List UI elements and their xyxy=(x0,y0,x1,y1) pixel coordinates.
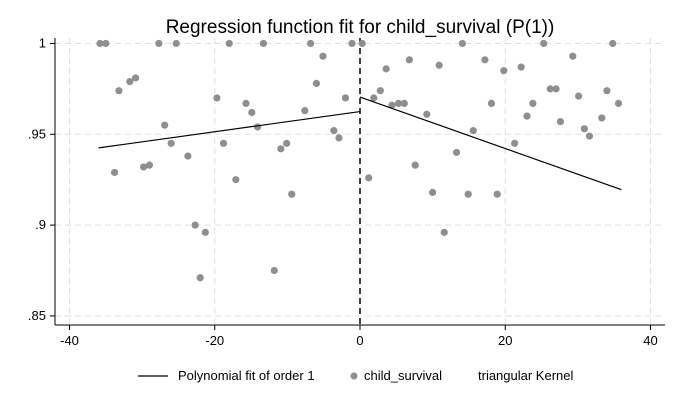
data-point xyxy=(161,121,169,129)
data-point xyxy=(423,110,431,118)
data-point xyxy=(242,99,250,107)
data-point xyxy=(201,228,209,236)
data-point xyxy=(132,74,140,82)
data-point xyxy=(301,107,309,115)
data-point xyxy=(614,99,623,107)
data-point xyxy=(110,168,119,177)
data-point xyxy=(213,94,221,102)
legend: Polynomial fit of order 1 child_survival t… xyxy=(138,368,573,383)
data-point xyxy=(219,139,228,147)
data-point xyxy=(574,92,583,100)
data-point xyxy=(580,125,588,133)
x-tick-label: -20 xyxy=(205,333,224,348)
data-point xyxy=(400,99,408,107)
data-point xyxy=(335,134,343,142)
data-point xyxy=(405,56,413,64)
data-point xyxy=(145,161,154,169)
data-point xyxy=(598,114,606,122)
data-point xyxy=(481,56,489,64)
data-point xyxy=(382,65,390,73)
data-point xyxy=(569,52,577,60)
data-point xyxy=(388,101,396,109)
data-point xyxy=(435,61,443,69)
data-point xyxy=(312,79,321,88)
data-point xyxy=(139,163,148,171)
fit-line-segment xyxy=(359,96,622,191)
data-point xyxy=(126,77,134,86)
data-point xyxy=(429,188,437,196)
data-point xyxy=(232,176,240,184)
data-point xyxy=(523,112,531,120)
data-point xyxy=(464,190,472,198)
data-point xyxy=(259,39,268,48)
data-point xyxy=(411,161,419,169)
data-point xyxy=(248,108,256,117)
data-point xyxy=(184,152,192,160)
data-point xyxy=(394,99,403,107)
x-tick-label: -40 xyxy=(60,333,79,348)
data-point xyxy=(172,39,180,48)
data-point xyxy=(585,132,594,140)
data-point xyxy=(540,39,548,48)
legend-label: Polynomial fit of order 1 xyxy=(178,368,315,383)
y-tick-label: 1 xyxy=(39,35,46,50)
data-point xyxy=(365,174,373,182)
data-point xyxy=(440,228,448,236)
data-point xyxy=(511,139,519,147)
data-point xyxy=(546,85,554,93)
data-point xyxy=(469,127,477,135)
data-point xyxy=(341,94,350,102)
data-point xyxy=(277,145,285,153)
data-point xyxy=(115,87,123,95)
fit-line-segment xyxy=(98,110,361,149)
data-point xyxy=(452,148,461,157)
data-point xyxy=(330,127,338,135)
data-point xyxy=(603,87,611,95)
line-layer xyxy=(98,96,622,191)
data-point xyxy=(225,39,233,48)
data-point xyxy=(500,67,508,75)
data-point xyxy=(96,39,104,48)
x-tick-label: 0 xyxy=(356,333,363,348)
y-tick-label: .95 xyxy=(28,126,46,141)
data-point xyxy=(270,266,278,275)
data-point xyxy=(370,94,378,102)
data-point xyxy=(167,139,175,147)
data-point xyxy=(102,39,110,48)
data-point xyxy=(196,274,204,282)
axis-layer: -40 -20 0 20 40 .85 .9 .95 1 xyxy=(28,35,665,348)
data-point xyxy=(319,52,327,60)
data-point xyxy=(283,139,291,147)
data-point xyxy=(487,99,496,107)
data-point xyxy=(609,39,617,48)
data-point xyxy=(254,123,262,131)
data-point xyxy=(155,39,163,48)
legend-dot-symbol xyxy=(350,372,358,380)
data-point xyxy=(191,221,199,229)
data-point xyxy=(556,117,565,126)
legend-label: triangular Kernel xyxy=(478,368,573,383)
x-tick-label: 40 xyxy=(643,333,657,348)
data-point xyxy=(529,99,537,107)
data-point xyxy=(493,190,501,198)
point-layer xyxy=(96,39,623,282)
y-tick-label: .9 xyxy=(35,217,46,232)
data-point xyxy=(376,87,384,95)
data-point xyxy=(288,190,296,198)
y-tick-label: .85 xyxy=(28,308,46,323)
data-point xyxy=(552,85,560,93)
data-point xyxy=(307,39,315,48)
data-point xyxy=(458,39,466,48)
legend-label: child_survival xyxy=(364,368,442,383)
data-point xyxy=(517,63,525,71)
data-point xyxy=(348,39,356,48)
data-point xyxy=(358,39,366,48)
chart-title: Regression function fit for child_surviv… xyxy=(166,17,555,38)
x-tick-label: 20 xyxy=(498,333,512,348)
